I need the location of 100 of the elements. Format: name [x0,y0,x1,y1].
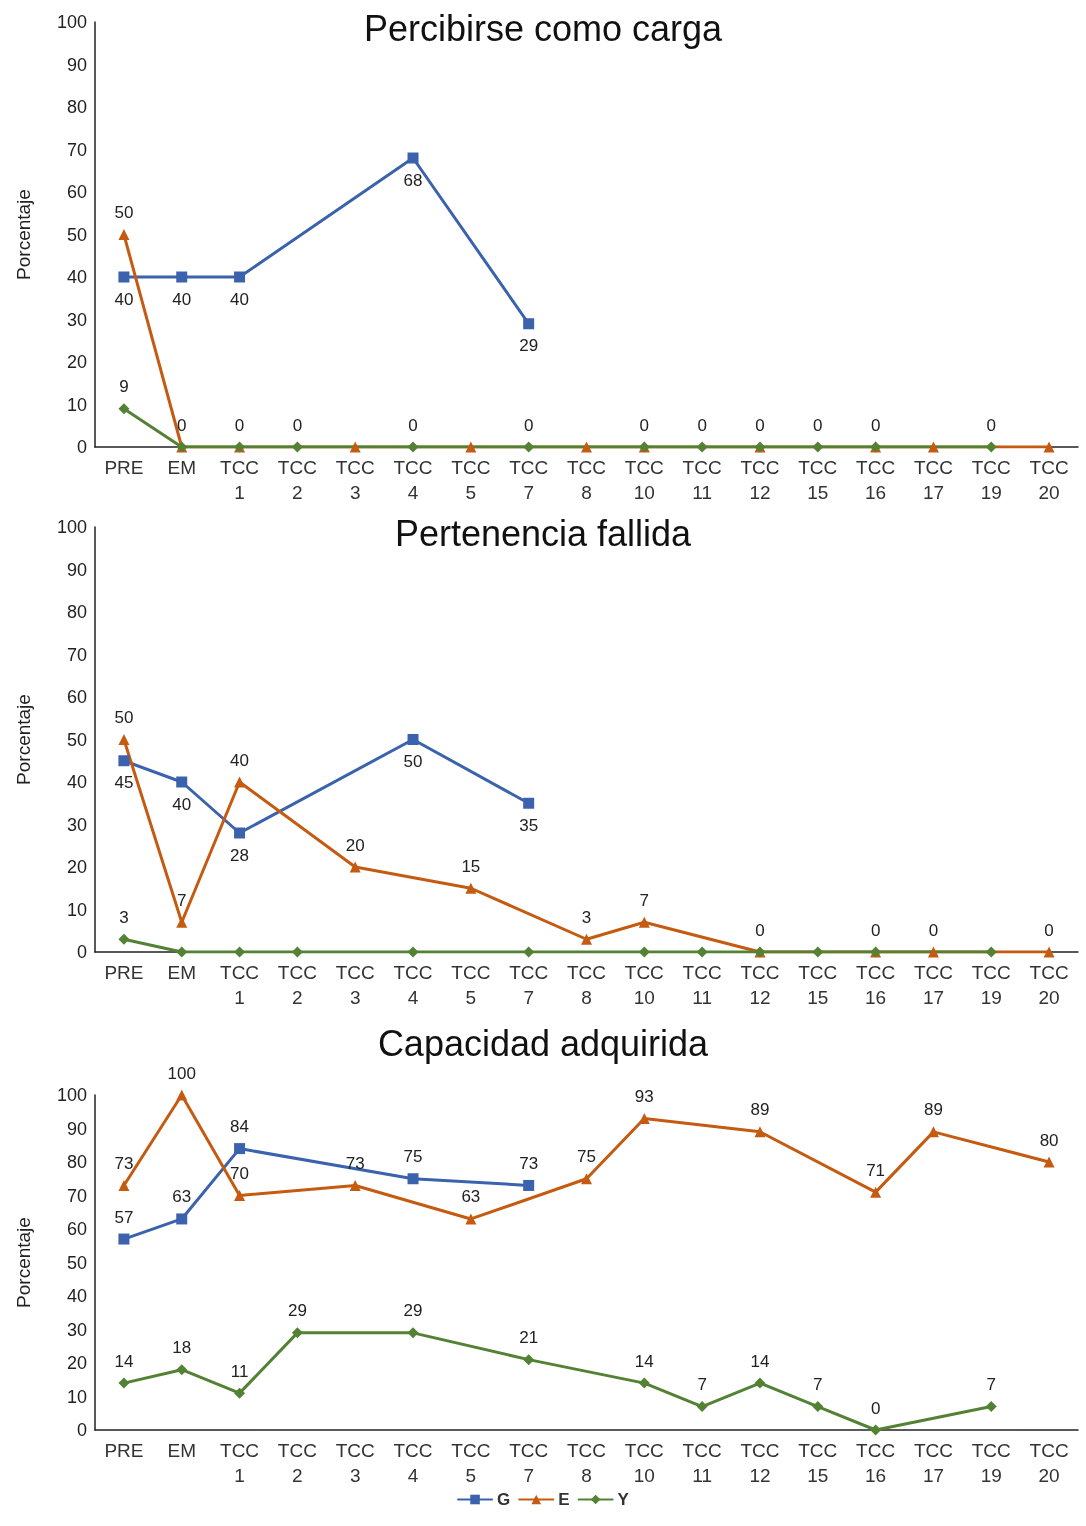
chart-title: Percibirse como carga [363,7,724,49]
data-label: 21 [519,1328,539,1348]
data-label: 40 [172,794,192,814]
data-label: 50 [403,752,423,771]
data-label: 3 [119,907,129,927]
x-tick-label: TCC 10 [624,1440,664,1486]
y-tick-label: 80 [66,1152,87,1172]
data-label: 63 [172,1187,192,1207]
data-label: 57 [114,1207,134,1227]
data-label: 73 [114,1153,134,1173]
y-axis-title: Porcentaje [13,189,34,280]
y-tick-label: 30 [66,309,87,330]
data-label: 0 [1044,920,1054,940]
x-tick-label: TCC 1 [220,962,260,1008]
data-label: 20 [345,835,365,855]
x-tick-label: TCC 16 [856,962,896,1008]
y-tick-label: 20 [66,1353,87,1373]
data-label: 14 [114,1351,134,1371]
data-label: 40 [114,289,134,309]
x-tick-label: TCC 15 [798,1440,838,1486]
x-tick-label: TCC 16 [856,457,896,503]
data-label: 71 [866,1160,886,1180]
x-tick-label: TCC 17 [913,962,953,1008]
data-label: 11 [230,1361,249,1381]
data-label: 0 [870,920,881,940]
data-label: 14 [750,1351,770,1371]
data-label: 0 [523,415,534,435]
data-label: 7 [177,890,187,910]
data-label: 0 [928,920,939,940]
data-label: 18 [172,1338,192,1358]
data-label: 0 [697,415,707,435]
y-tick-label: 20 [66,857,87,877]
y-tick-label: 80 [66,602,87,622]
x-tick-label: TCC 7 [509,1440,549,1486]
data-label: 0 [755,415,765,435]
y-tick-label: 70 [66,139,87,160]
data-label: 35 [519,815,539,835]
x-tick-label: TCC 3 [335,457,375,503]
data-label: 29 [287,1301,307,1321]
y-tick-label: 10 [66,899,87,920]
x-tick-label: TCC 8 [566,1440,607,1486]
chart-title: Capacidad adquirida [377,1022,710,1064]
y-tick-label: 90 [66,559,87,580]
data-label: 29 [403,1301,423,1321]
data-label: 0 [408,415,418,435]
y-tick-label: 10 [66,394,87,415]
x-tick-label: TCC 15 [798,457,838,503]
x-tick-label: PRE [104,1440,144,1461]
data-label: 0 [639,415,650,435]
x-tick-label: TCC 10 [624,962,664,1008]
y-tick-label: 0 [76,942,87,962]
data-label: 9 [119,377,129,397]
x-tick-label: TCC 11 [682,1440,722,1486]
data-label: 0 [755,920,765,940]
data-label: 50 [114,203,134,222]
y-tick-label: 50 [66,224,87,245]
x-tick-label: TCC 8 [566,457,607,503]
x-tick-label: TCC 7 [509,962,549,1008]
y-tick-label: 80 [66,97,87,117]
y-tick-label: 40 [66,267,87,287]
y-tick-label: 30 [66,1319,87,1340]
y-tick-label: 90 [66,54,87,75]
x-tick-label: TCC 17 [913,1440,953,1486]
y-tick-label: 60 [66,1219,87,1239]
data-label: 73 [519,1153,539,1173]
x-tick-label: TCC 11 [682,962,722,1008]
x-tick-label: TCC 11 [682,457,722,503]
x-tick-label: TCC 12 [740,457,780,503]
x-tick-label: TCC 7 [509,457,549,503]
x-tick-label: TCC 2 [277,457,317,503]
y-tick-label: 30 [66,814,87,835]
x-tick-label: TCC 5 [451,1440,491,1486]
x-tick-label: PRE [104,962,144,983]
x-tick-label: TCC 3 [335,962,375,1008]
x-tick-label: EM [167,457,196,478]
data-label: 0 [234,415,245,435]
x-tick-label: TCC 5 [451,457,491,503]
y-tick-label: 50 [66,1252,87,1273]
x-tick-label: TCC 4 [393,962,433,1008]
x-tick-label: TCC 19 [971,962,1011,1008]
data-label: 89 [923,1100,943,1120]
y-tick-label: 50 [66,729,87,750]
y-tick-label: 90 [66,1118,87,1139]
y-tick-label: 40 [66,1286,87,1306]
data-label: 28 [230,845,250,865]
x-tick-label: PRE [104,457,144,478]
data-label: 40 [230,289,250,309]
data-label: 0 [292,415,303,435]
x-tick-label: TCC 20 [1029,457,1069,503]
data-label: 29 [519,336,539,356]
data-label: 7 [986,1375,996,1395]
x-tick-label: TCC 19 [971,1440,1011,1486]
y-tick-label: 20 [66,352,87,372]
data-label: 40 [172,289,192,309]
y-tick-label: 100 [56,1085,87,1105]
legend-label: E [558,1490,570,1509]
x-tick-label: TCC 8 [566,962,607,1008]
data-label: 0 [813,415,823,435]
y-axis-title: Porcentaje [13,1217,34,1308]
x-tick-label: EM [167,962,196,983]
